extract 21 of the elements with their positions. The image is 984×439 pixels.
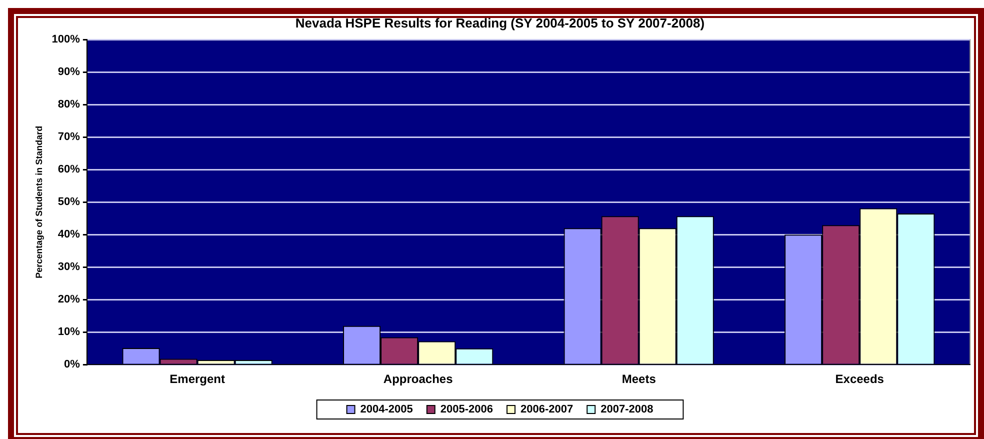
y-tick-label: 70% bbox=[58, 131, 80, 144]
y-tick-label: 30% bbox=[58, 261, 80, 274]
legend-label: 2007-2008 bbox=[600, 404, 654, 416]
y-tick-label: 90% bbox=[58, 66, 80, 78]
y-axis-title: Percentage of Students in Standard bbox=[34, 126, 44, 278]
y-tick-label: 100% bbox=[52, 34, 80, 46]
y-tick-label: 10% bbox=[58, 326, 80, 338]
y-tick-label: 40% bbox=[58, 228, 80, 241]
legend-label: 2004-2005 bbox=[360, 404, 413, 416]
y-tick-label: 50% bbox=[58, 196, 80, 208]
y-tick-label: 60% bbox=[58, 164, 80, 176]
x-tick-label: Emergent bbox=[170, 372, 225, 386]
x-tick-label: Approaches bbox=[383, 372, 454, 386]
y-tick-label: 80% bbox=[58, 98, 80, 111]
legend-label: 2006-2007 bbox=[520, 404, 574, 416]
legend-label: 2005-2006 bbox=[440, 404, 494, 416]
x-tick-label: Exceeds bbox=[835, 372, 884, 386]
y-tick-label: 0% bbox=[64, 358, 80, 371]
x-tick-label: Meets bbox=[622, 372, 656, 386]
y-tick-label: 20% bbox=[58, 294, 80, 306]
chart-title: Nevada HSPE Results for Reading (SY 2004-2005 to SY 2007-2008) bbox=[295, 15, 705, 30]
